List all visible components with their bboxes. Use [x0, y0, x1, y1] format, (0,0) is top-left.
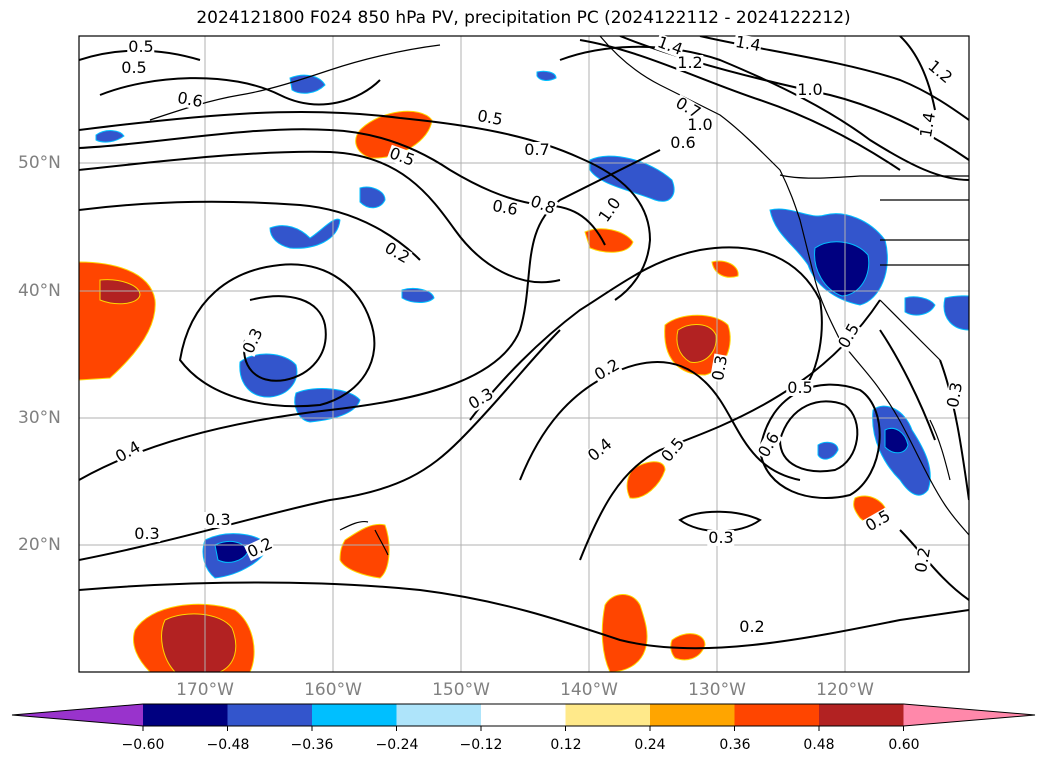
contour-label: 1.0 [796, 80, 824, 99]
precip-blob [676, 324, 717, 363]
contour-label: 0.2 [738, 617, 766, 636]
colorbar-tick-label: 0.12 [550, 737, 582, 753]
contour-label: 0.7 [523, 140, 551, 159]
precip-blob [711, 260, 739, 278]
precip-blob [95, 130, 125, 143]
precip-blob [99, 279, 141, 305]
precip-blob [536, 70, 557, 81]
lat-label: 40°N [18, 281, 61, 301]
map-frame [78, 35, 970, 673]
colorbar-extend-max [903, 704, 1035, 726]
precip-blob [670, 633, 706, 661]
map-title: 2024121800 F024 850 hPa PV, precipitatio… [196, 8, 851, 28]
precip-blob [161, 613, 237, 672]
contour-label: 1.4 [733, 31, 763, 56]
colorbar-segment [565, 704, 651, 726]
colorbar-tick-label: −0.12 [459, 737, 503, 753]
precip-blob [79, 261, 156, 381]
precip-blob [239, 353, 298, 398]
precip-blob [589, 155, 675, 202]
colorbar-segment [312, 704, 397, 726]
colorbar-tick-label: 0.48 [803, 737, 835, 753]
lat-label: 30°N [18, 408, 61, 428]
precip-negative-areas [95, 70, 969, 579]
precip-blob [339, 523, 390, 579]
colorbar-tick-label: 0.36 [719, 737, 751, 753]
colorbar [11, 703, 1036, 731]
precip-blob [359, 186, 386, 209]
precip-blob [817, 441, 839, 460]
lon-label: 150°W [432, 680, 490, 700]
precip-blob [269, 218, 341, 249]
contour-label: 0.3 [133, 524, 161, 543]
precip-blob [814, 241, 870, 297]
graticule [79, 36, 969, 672]
contour-label: 0.5 [786, 378, 814, 397]
colorbar-tick-label: −0.48 [206, 737, 250, 753]
precip-blob [401, 287, 435, 303]
contour-label: 1.4 [915, 110, 940, 140]
contour-label: 0.3 [707, 353, 732, 383]
contour-label: 1.2 [676, 53, 704, 72]
contour-label: 0.6 [175, 87, 205, 112]
contour-label: 0.3 [942, 380, 967, 410]
contour-label: 0.2 [910, 545, 935, 575]
lon-label: 140°W [560, 680, 618, 700]
lat-label: 20°N [18, 535, 61, 555]
contour-label: 1.0 [686, 115, 714, 134]
lon-label: 170°W [176, 680, 234, 700]
colorbar-tick-label: −0.36 [290, 737, 334, 753]
contour-label: 0.3 [707, 528, 735, 547]
colorbar-tick-label: −0.60 [121, 737, 165, 753]
precip-blob [601, 594, 648, 672]
precip-blob [584, 228, 634, 253]
precip-blob [943, 295, 969, 331]
precip-blob [294, 388, 361, 423]
colorbar-segment [481, 704, 566, 726]
colorbar-segment [734, 704, 820, 726]
precip-blob [884, 427, 909, 454]
colorbar-tick-label: 0.60 [888, 737, 920, 753]
precip-blob [626, 461, 666, 499]
lon-label: 130°W [688, 680, 746, 700]
colorbar-extend-min [12, 704, 143, 726]
precip-blob [355, 110, 433, 159]
contour-label: 0.5 [475, 105, 505, 130]
lon-label: 160°W [304, 680, 362, 700]
colorbar-segment [396, 704, 482, 726]
contour-label: 0.6 [490, 195, 520, 220]
contour-label: 0.6 [669, 133, 697, 152]
colorbar-segment [227, 704, 313, 726]
lon-label: 120°W [816, 680, 874, 700]
contour-label: 0.3 [204, 510, 232, 529]
precip-blob [904, 296, 936, 316]
colorbar-tick-label: 0.24 [634, 737, 666, 753]
contour-label: 0.5 [127, 37, 155, 56]
colorbar-segment [650, 704, 735, 726]
colorbar-tick-label: −0.24 [375, 737, 419, 753]
colorbar-segment [143, 704, 228, 726]
contour-label: 0.5 [120, 58, 148, 77]
colorbar-segment [819, 704, 904, 726]
lat-label: 50°N [18, 153, 61, 173]
